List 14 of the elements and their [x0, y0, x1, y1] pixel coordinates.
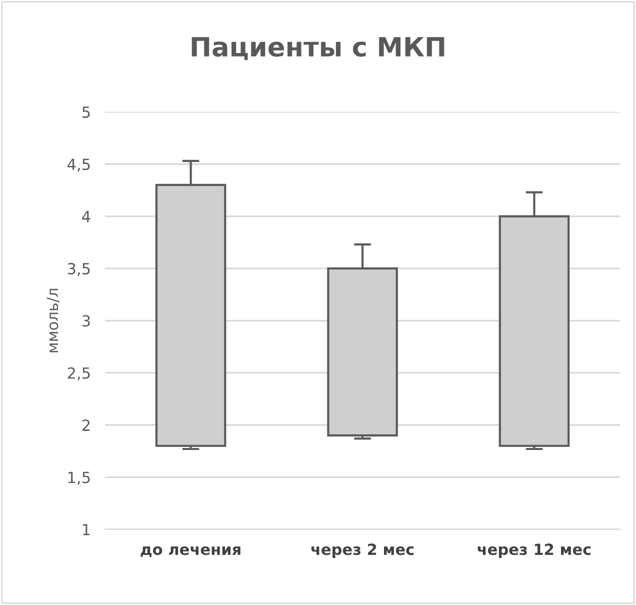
y-tick-label: 1,5 [68, 472, 90, 485]
y-tick-label: 2 [82, 419, 90, 431]
y-tick-label: 2,5 [68, 367, 90, 380]
y-tick-label: 5 [82, 106, 90, 118]
y-tick-label: 1 [83, 524, 90, 536]
y-tick-label: 3 [82, 315, 90, 327]
chart-title: Пациенты с МКП [192, 37, 444, 60]
y-tick-label: 3,5 [68, 262, 90, 276]
x-tick-label: через 2 мес [311, 544, 414, 558]
x-tick-label: до лечения [140, 546, 240, 557]
y-tick-label: 4,5 [68, 158, 90, 172]
y-axis-title: ммоль/л [46, 288, 60, 352]
x-tick-label: через 12 мес [478, 544, 591, 558]
y-tick-label: 4 [82, 210, 90, 222]
